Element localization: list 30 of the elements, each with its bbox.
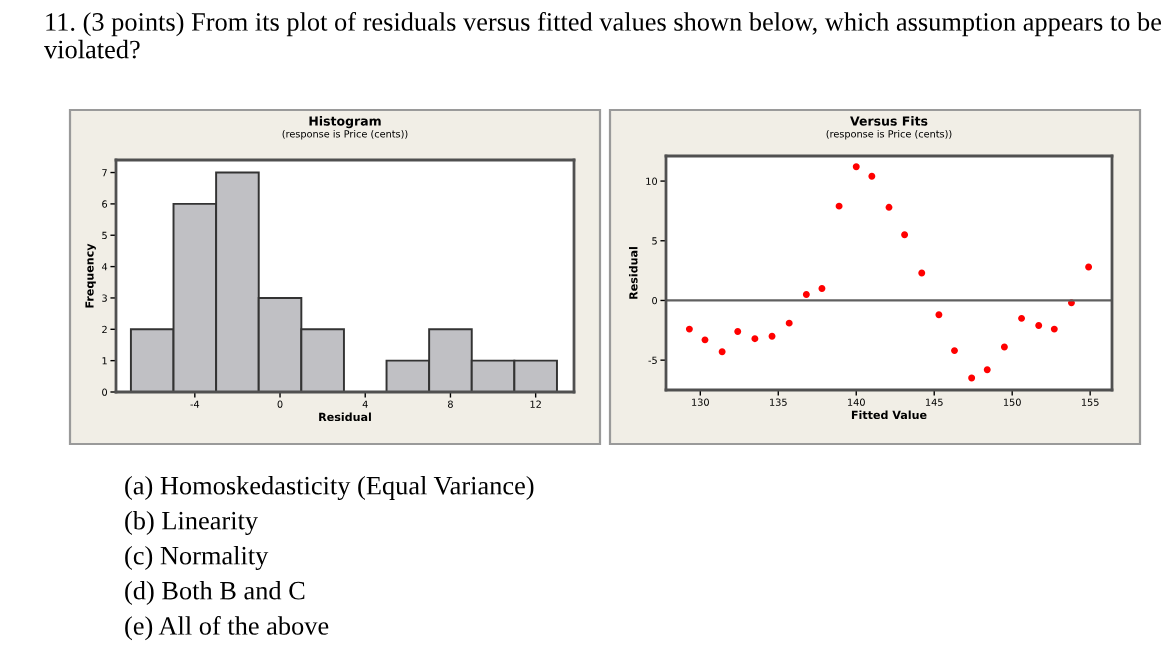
- point: [983, 366, 991, 374]
- point: [951, 347, 958, 355]
- point: [818, 285, 826, 292]
- text: (c) Normality: [125, 546, 269, 571]
- point: [685, 325, 693, 333]
- point: [751, 335, 759, 343]
- point: [935, 311, 943, 319]
- text: (b) Linearity: [125, 511, 258, 536]
- text: (e) All of the above: [125, 616, 329, 641]
- point: [1085, 263, 1093, 271]
- point: [718, 348, 726, 356]
- point: [868, 172, 876, 180]
- point: [768, 332, 776, 340]
- point: [1000, 343, 1008, 351]
- point: [701, 336, 709, 344]
- point: [852, 163, 860, 171]
- point: [835, 202, 843, 210]
- point: [1035, 322, 1043, 329]
- point: [802, 291, 810, 298]
- point: [885, 203, 893, 211]
- point: [918, 269, 926, 277]
- text: (d) Both B and C: [125, 581, 305, 605]
- point: [734, 328, 742, 335]
- point: [968, 374, 976, 382]
- text: 11. (3 points) From its plot of residuals versus fitted values shown below, which assumption appears to be violated?: [44, 12, 1162, 59]
- point: [1050, 325, 1058, 333]
- point: [785, 319, 793, 327]
- point: [901, 231, 909, 239]
- point: [1018, 314, 1026, 322]
- text: (a) Homoskedasticity (Equal Variance): [125, 476, 534, 501]
